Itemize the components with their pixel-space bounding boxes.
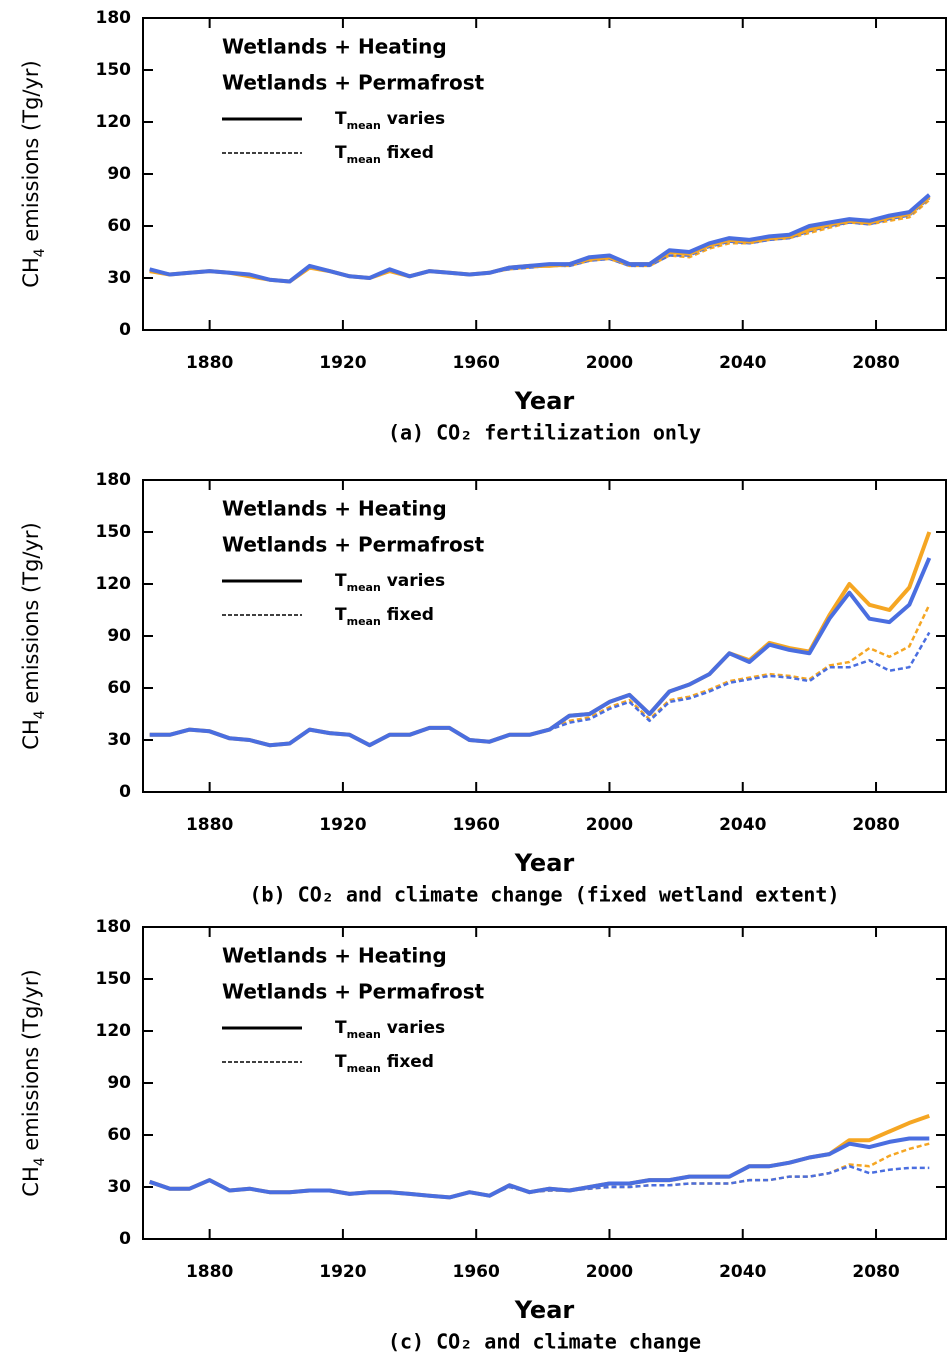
legend-style-suffix: fixed	[381, 1052, 434, 1072]
x-tick-label: 1960	[453, 353, 500, 373]
series-line	[149, 604, 931, 747]
legend-style-suffix: varies	[381, 1018, 445, 1038]
y-tick-label: 120	[96, 112, 132, 132]
legend-style-sub: mean	[347, 153, 381, 166]
y-axis-title-sub: 4	[32, 710, 48, 719]
legend-label: Wetlands + Heating	[222, 944, 447, 968]
series-line	[149, 1164, 930, 1199]
x-tick-label: 1880	[186, 353, 233, 373]
legend-style-label: Tmean varies	[335, 109, 445, 132]
y-tick-label: 60	[107, 216, 131, 236]
y-tick-label: 60	[107, 678, 131, 698]
y-axis-title: CH4 emissions (Tg/yr)	[19, 60, 48, 287]
legend-style-label: Tmean fixed	[335, 1052, 434, 1075]
y-tick-label: 90	[107, 626, 131, 646]
y-axis-title-suffix: emissions (Tg/yr)	[19, 522, 43, 710]
y-axis-title-sub: 4	[32, 1157, 48, 1166]
legend-style-t: T	[335, 143, 347, 163]
series-line	[149, 197, 931, 283]
x-tick-label: 1920	[319, 1262, 366, 1282]
y-axis-title: CH4 emissions (Tg/yr)	[19, 969, 48, 1196]
plot-frame	[142, 17, 947, 331]
legend-style-suffix: fixed	[381, 605, 434, 625]
y-axis-title-text: CH	[19, 719, 43, 749]
x-tick-label: 2000	[586, 1262, 633, 1282]
legend-style-t: T	[335, 1052, 347, 1072]
caption: (b) CO₂ and climate change (fixed wetlan…	[249, 883, 839, 907]
legend-label: Wetlands + Heating	[222, 497, 447, 521]
series-line	[149, 199, 931, 283]
y-axis-title-text: CH	[19, 257, 43, 287]
y-tick-label: 150	[96, 969, 132, 989]
y-tick-label: 150	[96, 60, 132, 80]
y-tick-label: 150	[96, 522, 132, 542]
series-line	[149, 1136, 930, 1200]
y-axis-title-suffix: emissions (Tg/yr)	[19, 969, 43, 1157]
x-tick-label: 2080	[852, 353, 899, 373]
y-tick-label: 0	[119, 1229, 131, 1249]
y-tick-label: 90	[107, 1073, 131, 1093]
y-tick-label: 90	[107, 164, 131, 184]
legend-style-label: Tmean fixed	[335, 143, 434, 166]
x-tick-label: 2000	[586, 353, 633, 373]
y-tick-label: 180	[96, 470, 132, 490]
legend-style-label: Tmean fixed	[335, 605, 434, 628]
legend-style-sub: mean	[347, 581, 381, 594]
legend-label: Wetlands + Heating	[222, 35, 447, 59]
legend-style-suffix: varies	[381, 571, 445, 591]
series-line	[149, 194, 931, 284]
y-tick-label: 30	[107, 268, 131, 288]
x-tick-label: 1880	[186, 1262, 233, 1282]
x-tick-label: 2080	[852, 815, 899, 835]
y-tick-label: 60	[107, 1125, 131, 1145]
x-tick-label: 1920	[319, 353, 366, 373]
legend-style-label: Tmean varies	[335, 1018, 445, 1041]
x-tick-label: 2040	[719, 1262, 766, 1282]
y-tick-label: 120	[96, 574, 132, 594]
x-tick-label: 2000	[586, 815, 633, 835]
y-tick-label: 180	[96, 917, 132, 937]
y-tick-label: 180	[96, 8, 132, 28]
legend-style-label: Tmean varies	[335, 571, 445, 594]
legend-style-t: T	[335, 109, 347, 129]
legend-style-sub: mean	[347, 119, 381, 132]
series-line	[149, 557, 932, 748]
legend-style-t: T	[335, 1018, 347, 1038]
x-axis-title: Year	[514, 849, 575, 877]
x-tick-label: 2080	[852, 1262, 899, 1282]
x-tick-label: 1960	[453, 1262, 500, 1282]
x-tick-label: 2040	[719, 353, 766, 373]
legend-style-t: T	[335, 605, 347, 625]
legend-style-sub: mean	[347, 1028, 381, 1041]
y-tick-label: 0	[119, 782, 131, 802]
series-line	[149, 531, 932, 748]
legend-style-suffix: varies	[381, 109, 445, 129]
legend-style-suffix: fixed	[381, 143, 434, 163]
series-line	[149, 193, 931, 284]
x-axis-title: Year	[514, 1296, 575, 1324]
y-tick-label: 0	[119, 320, 131, 340]
x-tick-label: 1920	[319, 815, 366, 835]
legend-style-t: T	[335, 571, 347, 591]
legend-label: Wetlands + Permafrost	[222, 980, 485, 1004]
x-tick-label: 2040	[719, 815, 766, 835]
y-tick-label: 120	[96, 1021, 132, 1041]
legend-style-sub: mean	[347, 1062, 381, 1075]
legend-style-sub: mean	[347, 615, 381, 628]
y-axis-title-text: CH	[19, 1166, 43, 1196]
y-axis-title-suffix: emissions (Tg/yr)	[19, 60, 43, 248]
x-tick-label: 1880	[186, 815, 233, 835]
caption: (c) CO₂ and climate change	[388, 1330, 701, 1352]
legend-label: Wetlands + Permafrost	[222, 533, 485, 557]
y-axis-title: CH4 emissions (Tg/yr)	[19, 522, 48, 749]
x-tick-label: 1960	[453, 815, 500, 835]
caption: (a) CO₂ fertilization only	[388, 421, 701, 445]
legend-label: Wetlands + Permafrost	[222, 71, 485, 95]
y-axis-title-sub: 4	[32, 248, 48, 257]
y-tick-label: 30	[107, 730, 131, 750]
y-tick-label: 30	[107, 1177, 131, 1197]
x-axis-title: Year	[514, 387, 575, 415]
